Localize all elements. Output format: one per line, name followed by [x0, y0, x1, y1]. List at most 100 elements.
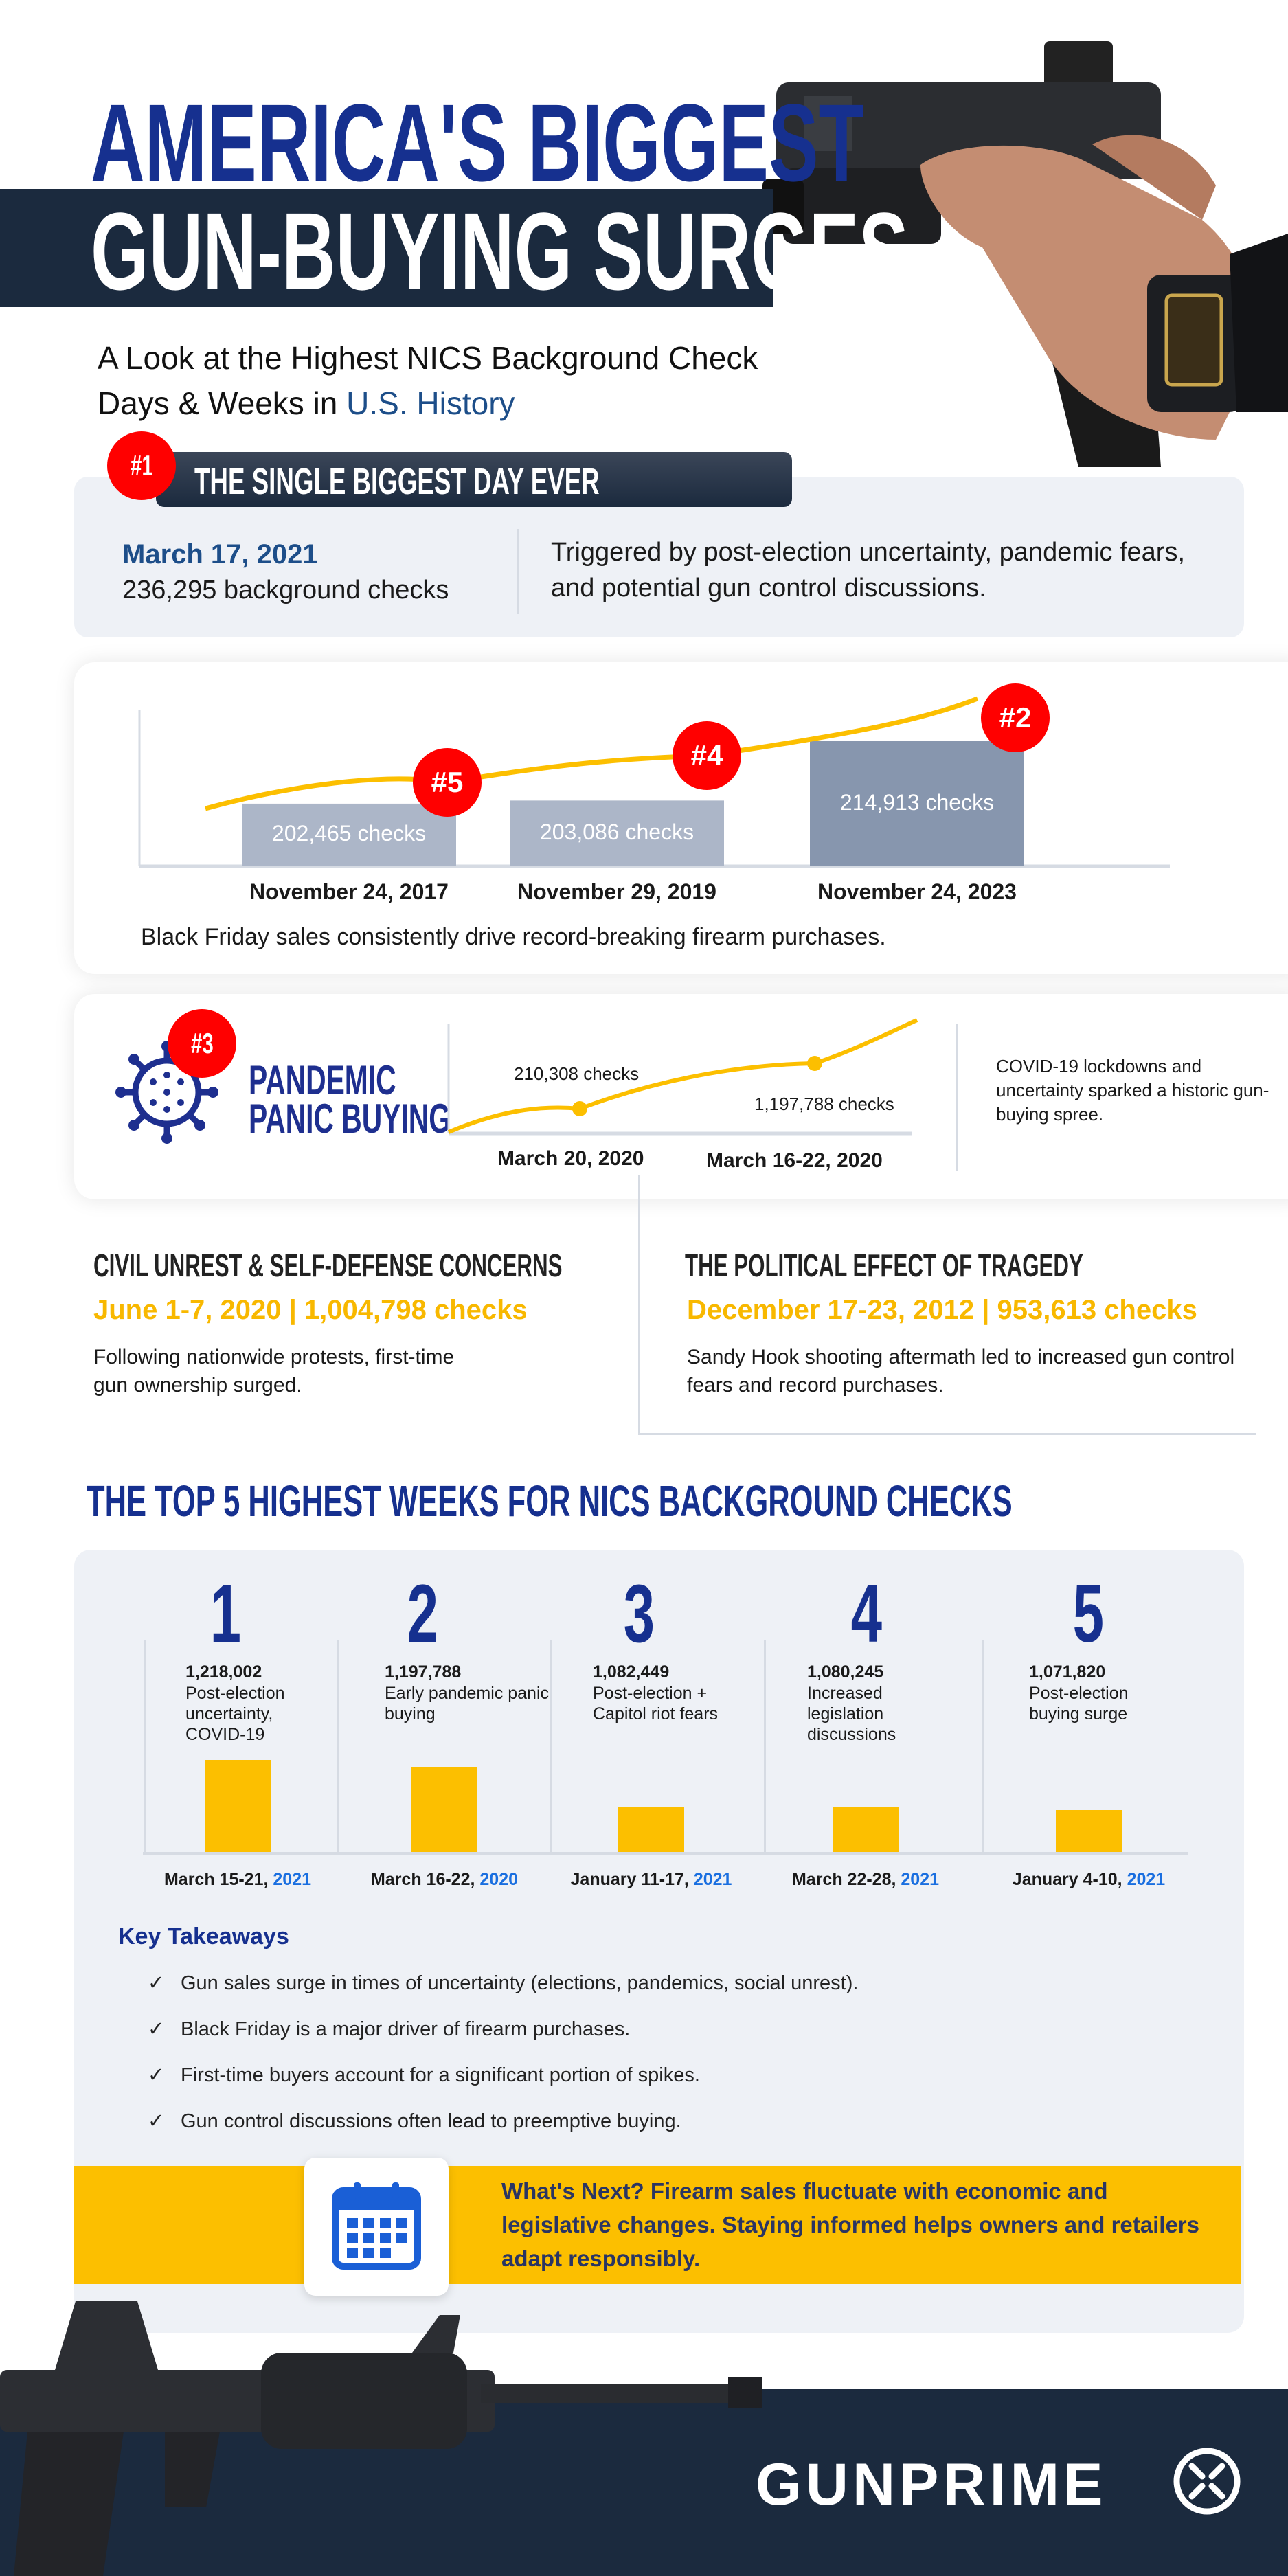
x-tick-label: March 20, 2020: [497, 1147, 644, 1170]
bar: [242, 803, 456, 866]
civil-unrest-description: Following nationwide protests, first-tim…: [93, 1346, 455, 1397]
whats-next-banner: [74, 2166, 1241, 2284]
subtitle-line-2: Days & Weeks in: [98, 385, 347, 421]
bar-value-label: 203,086 checks: [539, 820, 694, 845]
black-friday-caption: Black Friday sales consistently drive re…: [141, 924, 886, 950]
bar-value-label: 202,465 checks: [271, 821, 427, 846]
week-description: Increased legislation discussions: [807, 1684, 896, 1744]
week-description: Post-election buying surge: [1029, 1684, 1129, 1724]
bar: [810, 741, 1024, 866]
check-icon: ✓: [148, 2064, 165, 2086]
x-tick-label: March 16-22, 2020: [706, 1149, 883, 1172]
tragedy-heading: THE POLITICAL EFFECT OF TRAGEDY: [685, 1247, 1083, 1283]
data-point: [572, 1101, 587, 1116]
data-point: [807, 1056, 822, 1071]
week-checks: 1,197,788: [385, 1662, 462, 1682]
gunprime-logo: GUNPRIME: [756, 2452, 1107, 2518]
calendar-icon-box: [304, 2158, 449, 2296]
biggest-day-date: March 17, 2021: [122, 539, 318, 569]
black-friday-chart: [138, 696, 1170, 868]
civil-unrest-heading: CIVIL UNREST & SELF-DEFENSE CONCERNS: [93, 1247, 563, 1283]
biggest-day-description: Triggered by post-election uncertainty, …: [551, 538, 1186, 602]
column-divider: [982, 1640, 984, 1853]
point-label: 1,197,788 checks: [754, 1094, 894, 1114]
rank-badge: #2: [981, 683, 1050, 752]
subtitle-line-1: A Look at the Highest NICS Background Ch…: [98, 340, 758, 376]
virus-icon: [115, 1041, 218, 1144]
takeaway-item: ✓ Gun sales surge in times of uncertainty…: [148, 1972, 859, 1994]
bar: [411, 1767, 477, 1853]
rank-badge: #4: [673, 721, 741, 790]
takeaway-item: ✓ Black Friday is a major driver of firea…: [148, 2018, 631, 2040]
rank-badge-3: #3: [168, 1009, 236, 1078]
title-band: [0, 189, 773, 307]
takeaway-item: ✓ Gun control discussions often lead to p…: [148, 2110, 681, 2132]
trend-line: [447, 1018, 918, 1134]
bar: [510, 800, 724, 866]
biggest-day-heading: THE SINGLE BIGGEST DAY EVER: [194, 461, 600, 502]
point-label: 210,308 checks: [514, 1063, 640, 1084]
divider: [517, 529, 519, 614]
rank-badge-1: #1: [107, 431, 176, 500]
column-divider: [764, 1640, 766, 1853]
rank-badge: #5: [413, 748, 482, 817]
crosshair-logo-icon: [1173, 2448, 1241, 2515]
rank-number: 4: [850, 1568, 882, 1660]
rank-number: 2: [407, 1568, 438, 1660]
rank-number: 1: [210, 1568, 241, 1660]
week-checks: 1,082,449: [593, 1662, 670, 1682]
rifle-image: [0, 2301, 762, 2576]
biggest-day-header: THE SINGLE BIGGEST DAY EVER: [156, 452, 792, 507]
pandemic-description: COVID-19 lockdowns and uncertainty spark…: [996, 1056, 1269, 1125]
pandemic-card: [74, 994, 1288, 1199]
x-tick-label: November 24, 2023: [817, 879, 1017, 904]
civil-unrest-stat: June 1-7, 2020 | 1,004,798 checks: [93, 1295, 528, 1325]
bar: [618, 1806, 684, 1853]
x-tick-label: January 11-17, 2021: [570, 1870, 732, 1889]
trend-line: [205, 696, 979, 811]
divider: [638, 1175, 640, 1434]
check-icon: ✓: [148, 2018, 165, 2040]
subtitle: A Look at the Highest NICS Background Ch…: [98, 335, 758, 426]
pandemic-title: PANDEMIC PANIC BUYING: [249, 1057, 451, 1142]
tragedy-stat: December 17-23, 2012 | 953,613 checks: [687, 1295, 1197, 1325]
pandemic-line-chart: [447, 1018, 918, 1136]
x-tick-label: March 15-21, 2021: [163, 1870, 312, 1889]
chart-axis-x: [143, 1852, 1188, 1855]
subtitle-highlight: U.S. History: [346, 385, 515, 421]
week-checks: 1,071,820: [1029, 1662, 1106, 1682]
bar: [205, 1759, 271, 1853]
column-divider: [144, 1640, 146, 1853]
x-tick-label: March 16-22, 2020: [370, 1870, 519, 1889]
top5-heading: THE TOP 5 HIGHEST WEEKS FOR NICS BACKGRO…: [87, 1476, 1013, 1526]
takeaway-item: ✓ First-time buyers account for a signifi…: [148, 2064, 700, 2086]
check-icon: ✓: [148, 2110, 165, 2132]
title-line-1: AMERICA'S BIGGEST: [91, 81, 865, 204]
divider: [956, 1024, 958, 1171]
whats-next-text: What's Next? Firearm sales fluctuate wit…: [501, 2178, 1199, 2271]
week-description: Post-election + Capitol riot fears: [593, 1684, 719, 1724]
divider: [638, 1433, 1256, 1435]
column-divider: [550, 1640, 552, 1853]
tragedy-description: Sandy Hook shooting aftermath led to inc…: [687, 1346, 1235, 1397]
week-checks: 1,080,245: [807, 1662, 884, 1682]
week-description: Early pandemic panic buying: [385, 1684, 550, 1724]
column-divider: [337, 1640, 339, 1853]
takeaways-heading: Key Takeaways: [118, 1923, 289, 1950]
pistol-in-hand-image: [762, 41, 1288, 467]
check-icon: ✓: [148, 1972, 165, 1994]
x-tick-label: January 4-10, 2021: [1012, 1870, 1166, 1889]
x-tick-label: March 22-28, 2021: [791, 1870, 940, 1889]
bar: [833, 1807, 899, 1853]
week-description: Post-election uncertainty, COVID-19: [185, 1684, 285, 1744]
title-line-2: GUN-BUYING SURGES: [91, 190, 909, 313]
bar: [1056, 1810, 1122, 1853]
x-tick-label: November 29, 2019: [517, 879, 716, 904]
week-checks: 1,218,002: [185, 1662, 262, 1682]
bar-value-label: 214,913 checks: [839, 789, 995, 815]
rank-number: 5: [1072, 1568, 1104, 1660]
x-tick-label: November 24, 2017: [249, 879, 449, 904]
biggest-day-checks: 236,295 background checks: [122, 576, 449, 605]
calendar-icon: [332, 2182, 421, 2270]
rank-number: 3: [623, 1568, 655, 1660]
